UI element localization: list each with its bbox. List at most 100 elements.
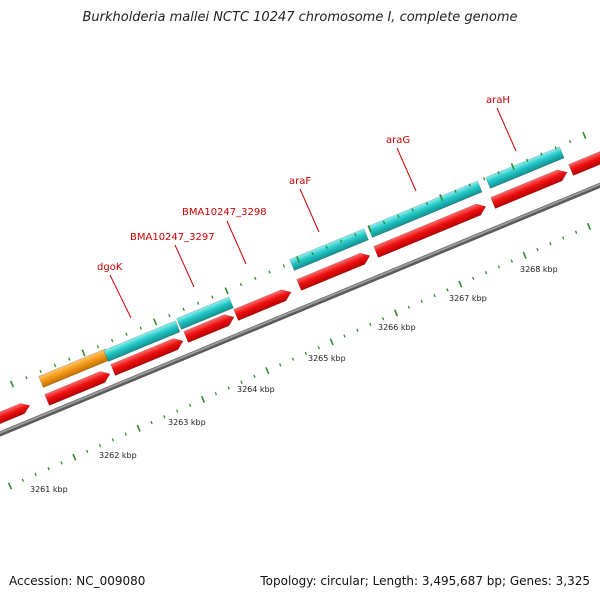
tick-mark xyxy=(367,225,372,233)
tick-mark xyxy=(240,380,243,384)
scale-label: 3261 kbp xyxy=(30,485,68,494)
tick-mark xyxy=(268,270,271,274)
scale-labels: 3261 kbp 3262 kbp 3263 kbp 3264 kbp 3265… xyxy=(30,265,558,494)
scale-label: 3267 kbp xyxy=(449,294,487,303)
gene-label-arag: araG xyxy=(386,135,410,146)
tick-mark xyxy=(497,171,500,175)
tick-mark xyxy=(411,208,414,212)
tick-mark xyxy=(339,239,343,243)
tick-mark xyxy=(34,472,37,477)
tick-mark xyxy=(136,424,141,432)
tick-mark xyxy=(304,351,308,355)
tick-mark xyxy=(111,438,115,442)
tick-mark xyxy=(253,374,256,379)
tick-mark xyxy=(200,395,206,404)
tick-mark xyxy=(163,415,166,419)
scale-label: 3263 kbp xyxy=(168,418,206,427)
tick-mark xyxy=(484,270,488,275)
tick-mark xyxy=(21,478,25,482)
tick-mark xyxy=(168,314,171,318)
tick-mark xyxy=(381,317,385,321)
tick-mark xyxy=(522,251,527,259)
tick-mark xyxy=(568,140,572,144)
tick-mark xyxy=(397,214,400,218)
tick-mark xyxy=(510,259,513,263)
cds-block xyxy=(183,314,235,343)
gene-label-bma10247-3297: BMA10247_3297 xyxy=(130,232,215,243)
tick-mark xyxy=(354,233,357,237)
tick-mark xyxy=(536,247,539,252)
tick-mark xyxy=(7,482,13,490)
tick-mark xyxy=(96,345,100,349)
cds-block xyxy=(568,147,600,176)
tick-mark xyxy=(227,386,230,390)
tick-mark xyxy=(196,301,200,305)
tick-mark xyxy=(343,334,346,338)
backbone-line xyxy=(0,182,600,437)
cds-block xyxy=(0,403,31,428)
rna-block xyxy=(103,320,181,362)
cds-block xyxy=(490,169,568,209)
gene-labels: dgoK BMA10247_3297 BMA10247_3298 araF ar… xyxy=(97,95,510,273)
tick-mark xyxy=(433,294,436,298)
tick-mark xyxy=(86,449,89,454)
tick-mark xyxy=(279,363,282,367)
tick-mark xyxy=(425,202,429,206)
rna-block xyxy=(176,296,234,330)
tick-mark xyxy=(239,282,243,287)
tick-mark xyxy=(562,236,565,240)
tick-mark xyxy=(525,158,529,162)
tick-mark xyxy=(72,453,77,461)
genome-stats-text: Topology: circular; Length: 3,495,687 bp… xyxy=(260,574,590,588)
tick-mark xyxy=(211,295,214,299)
scale-label: 3265 kbp xyxy=(308,354,346,363)
tick-mark xyxy=(188,403,192,407)
tick-mark xyxy=(53,363,57,367)
tick-mark xyxy=(9,380,15,388)
tick-mark xyxy=(176,409,179,413)
tick-mark xyxy=(110,338,114,343)
tick-mark xyxy=(153,318,158,326)
tick-mark xyxy=(214,392,218,396)
rna-block xyxy=(485,146,565,189)
cds-block xyxy=(44,371,111,406)
label-leaders xyxy=(109,107,517,319)
tick-mark xyxy=(454,189,457,194)
tick-mark xyxy=(458,280,463,288)
rna-block xyxy=(289,228,369,271)
tick-mark xyxy=(468,183,472,187)
label-leader-line xyxy=(109,274,132,319)
scale-label: 3268 kbp xyxy=(520,265,558,274)
tick-mark xyxy=(497,265,501,269)
tick-mark xyxy=(81,349,86,357)
tick-mark xyxy=(254,276,257,281)
label-leader-line xyxy=(496,107,517,152)
label-leader-line xyxy=(226,220,247,265)
tick-mark xyxy=(582,131,587,139)
cds-block xyxy=(373,203,487,258)
tick-mark xyxy=(124,432,127,436)
tick-mark xyxy=(182,307,185,312)
accession-text: Accession: NC_009080 xyxy=(9,574,146,588)
tick-mark xyxy=(317,345,320,350)
tick-mark xyxy=(586,222,592,230)
tick-mark xyxy=(265,367,270,375)
tick-mark xyxy=(574,230,578,234)
cds-block xyxy=(110,338,184,376)
cds-block xyxy=(233,289,292,321)
tick-mark xyxy=(224,287,229,295)
gene-label-dgok: dgoK xyxy=(97,262,123,273)
tick-mark xyxy=(68,357,71,361)
tick-mark xyxy=(282,264,286,268)
tick-mark xyxy=(407,305,411,309)
tick-mark xyxy=(329,338,334,346)
tick-mark xyxy=(393,309,399,317)
tick-mark xyxy=(325,245,328,249)
label-leader-line xyxy=(174,244,195,288)
cds-block xyxy=(296,252,371,291)
label-leader-line xyxy=(396,147,417,192)
tick-mark xyxy=(369,322,372,327)
tick-mark xyxy=(60,461,63,465)
tick-mark xyxy=(382,220,386,225)
